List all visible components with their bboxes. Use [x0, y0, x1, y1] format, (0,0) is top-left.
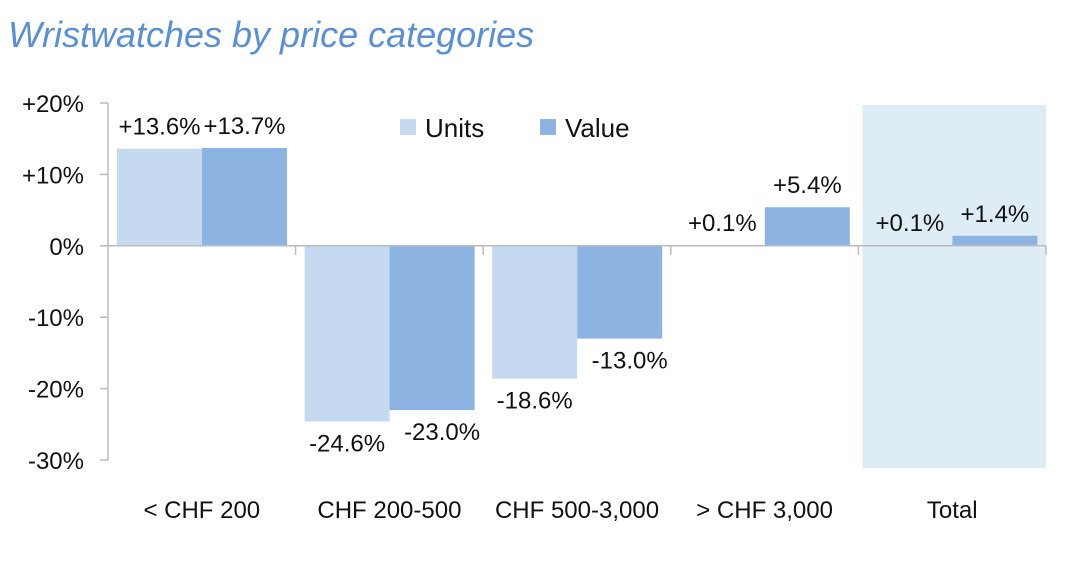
y-tick-label: +20%	[22, 91, 84, 118]
data-label: +13.7%	[203, 113, 285, 140]
bar-units	[304, 245, 390, 422]
data-label: -13.0%	[592, 348, 668, 375]
data-label: +13.6%	[118, 114, 200, 141]
legend-label: Value	[565, 113, 630, 143]
bar-value	[202, 147, 287, 246]
data-label: -18.6%	[497, 388, 573, 415]
data-label: -24.6%	[309, 430, 385, 457]
bar-units	[492, 245, 578, 379]
x-tick-label: CHF 200-500	[317, 497, 461, 524]
x-tick-label: > CHF 3,000	[696, 497, 833, 524]
y-tick-label: 0%	[49, 234, 84, 261]
chart-title: Wristwatches by price categories	[8, 14, 535, 55]
x-tick-label: CHF 500-3,000	[495, 497, 659, 524]
bar-units	[117, 148, 202, 246]
legend-swatch-value	[540, 119, 556, 135]
bar-value	[952, 235, 1038, 246]
y-tick-label: +10%	[22, 162, 84, 189]
legend-swatch-units	[400, 119, 416, 135]
data-label: +5.4%	[773, 172, 842, 199]
x-tick-label: < CHF 200	[143, 497, 260, 524]
y-tick-label: -30%	[28, 448, 84, 475]
data-label: +1.4%	[961, 201, 1030, 228]
data-label: -23.0%	[404, 419, 480, 446]
bar-value	[577, 245, 663, 339]
x-tick-label: Total	[927, 497, 978, 524]
data-label: +0.1%	[876, 210, 945, 237]
legend-label: Units	[425, 113, 484, 143]
bar-value	[389, 245, 475, 411]
data-label: +0.1%	[688, 210, 757, 237]
highlight-region	[862, 105, 1046, 468]
bar-value	[764, 207, 850, 246]
y-tick-label: -10%	[28, 305, 84, 332]
y-tick-label: -20%	[28, 377, 84, 404]
